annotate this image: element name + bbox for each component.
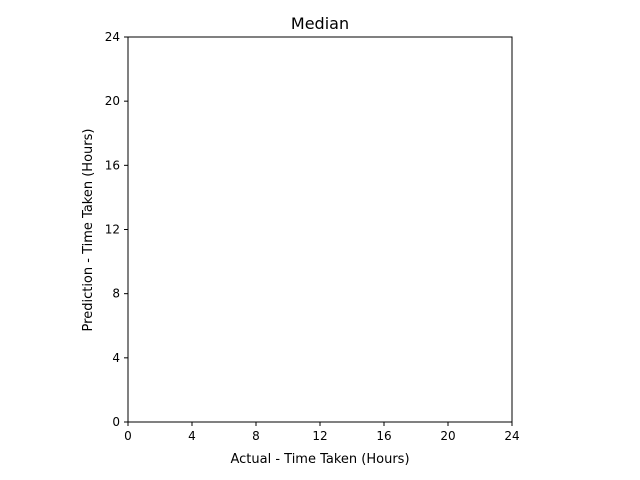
y-tick-label: 20 — [105, 94, 120, 108]
y-tick-label: 12 — [105, 223, 120, 237]
x-tick-label: 16 — [376, 429, 391, 443]
y-tick-label: 4 — [112, 351, 120, 365]
y-axis-label: Prediction - Time Taken (Hours) — [81, 129, 96, 332]
x-tick-label: 4 — [188, 429, 196, 443]
x-tick-label: 12 — [312, 429, 327, 443]
y-tick-label: 24 — [105, 30, 120, 44]
chart-title: Median — [291, 14, 349, 33]
x-tick-label: 20 — [440, 429, 455, 443]
y-tick-label: 8 — [112, 287, 120, 301]
x-axis-label: Actual - Time Taken (Hours) — [230, 452, 409, 467]
x-tick-label: 24 — [504, 429, 519, 443]
plot-area: 0 4 8 12 16 20 24 0 4 8 12 16 20 24 — [105, 30, 520, 443]
x-tick-label: 0 — [124, 429, 132, 443]
y-tick-label: 16 — [105, 158, 120, 172]
y-tick-label: 0 — [112, 415, 120, 429]
x-tick-label: 8 — [252, 429, 260, 443]
